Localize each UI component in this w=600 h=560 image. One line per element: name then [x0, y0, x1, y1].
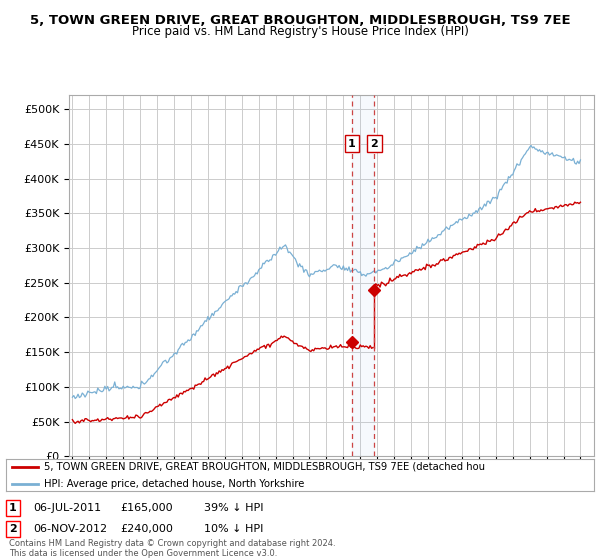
Text: 5, TOWN GREEN DRIVE, GREAT BROUGHTON, MIDDLESBROUGH, TS9 7EE: 5, TOWN GREEN DRIVE, GREAT BROUGHTON, MI…	[29, 14, 571, 27]
Text: £240,000: £240,000	[120, 524, 173, 534]
Text: 06-JUL-2011: 06-JUL-2011	[33, 503, 101, 513]
Text: £165,000: £165,000	[120, 503, 173, 513]
Text: HPI: Average price, detached house, North Yorkshire: HPI: Average price, detached house, Nort…	[44, 479, 305, 489]
Text: 39% ↓ HPI: 39% ↓ HPI	[204, 503, 263, 513]
Text: 2: 2	[9, 524, 17, 534]
Text: 06-NOV-2012: 06-NOV-2012	[33, 524, 107, 534]
Text: 10% ↓ HPI: 10% ↓ HPI	[204, 524, 263, 534]
Text: Price paid vs. HM Land Registry's House Price Index (HPI): Price paid vs. HM Land Registry's House …	[131, 25, 469, 38]
Text: 1: 1	[9, 503, 17, 513]
Bar	[352, 95, 374, 456]
Text: Contains HM Land Registry data © Crown copyright and database right 2024.
This d: Contains HM Land Registry data © Crown c…	[9, 539, 335, 558]
Text: 2: 2	[370, 139, 378, 149]
Text: 5, TOWN GREEN DRIVE, GREAT BROUGHTON, MIDDLESBROUGH, TS9 7EE (detached hou: 5, TOWN GREEN DRIVE, GREAT BROUGHTON, MI…	[44, 462, 485, 472]
Text: 1: 1	[348, 139, 356, 149]
